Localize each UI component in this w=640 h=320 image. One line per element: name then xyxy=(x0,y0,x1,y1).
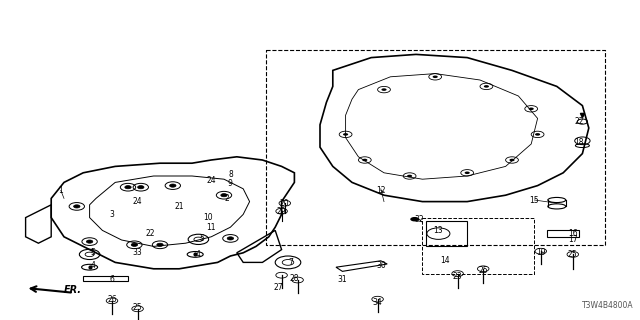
Circle shape xyxy=(484,85,489,88)
Text: 34: 34 xyxy=(372,298,383,307)
Text: 4: 4 xyxy=(196,250,201,259)
Text: 25: 25 xyxy=(568,250,578,259)
Circle shape xyxy=(362,159,367,161)
Text: 26: 26 xyxy=(107,295,117,304)
Text: 6: 6 xyxy=(109,276,115,284)
Text: 11: 11 xyxy=(207,223,216,232)
Text: 31: 31 xyxy=(337,276,348,284)
Text: FR.: FR. xyxy=(64,284,82,295)
Text: 18: 18 xyxy=(575,138,584,147)
Circle shape xyxy=(535,133,540,136)
Bar xyxy=(426,221,467,246)
Text: 20: 20 xyxy=(280,199,290,208)
Text: 24: 24 xyxy=(206,176,216,185)
Text: 5: 5 xyxy=(90,248,95,257)
Circle shape xyxy=(407,175,412,177)
Text: 27: 27 xyxy=(273,284,284,292)
Text: 4: 4 xyxy=(90,261,95,270)
Text: 30: 30 xyxy=(376,261,386,270)
Circle shape xyxy=(343,133,348,136)
Circle shape xyxy=(410,217,419,221)
Circle shape xyxy=(529,108,534,110)
Text: 13: 13 xyxy=(433,226,444,235)
Text: 16: 16 xyxy=(568,229,578,238)
Text: 28: 28 xyxy=(290,274,299,283)
Text: 3: 3 xyxy=(109,210,115,219)
Text: 22: 22 xyxy=(146,229,155,238)
Text: 15: 15 xyxy=(529,196,540,204)
Circle shape xyxy=(74,205,80,208)
Circle shape xyxy=(221,194,227,197)
Text: 19: 19 xyxy=(536,248,546,257)
Text: 32: 32 xyxy=(414,215,424,224)
Circle shape xyxy=(131,243,138,246)
Circle shape xyxy=(381,88,387,91)
Circle shape xyxy=(433,76,438,78)
Text: 21: 21 xyxy=(175,202,184,211)
Text: 25: 25 xyxy=(478,266,488,275)
Text: 7: 7 xyxy=(289,258,294,267)
Circle shape xyxy=(465,172,470,174)
Circle shape xyxy=(138,186,144,189)
Text: 2: 2 xyxy=(225,194,230,203)
Circle shape xyxy=(125,186,131,189)
Bar xyxy=(266,50,605,245)
Text: 25: 25 xyxy=(132,303,143,312)
Text: 22: 22 xyxy=(575,117,584,126)
Text: 23: 23 xyxy=(452,272,463,281)
Text: 24: 24 xyxy=(132,197,143,206)
Circle shape xyxy=(170,184,176,187)
Circle shape xyxy=(157,243,163,246)
Text: 9: 9 xyxy=(228,180,233,188)
Text: 33: 33 xyxy=(132,248,143,257)
Text: 5: 5 xyxy=(199,234,204,243)
Bar xyxy=(422,218,534,274)
Text: 17: 17 xyxy=(568,236,578,244)
Text: T3W4B4800A: T3W4B4800A xyxy=(582,301,634,310)
Circle shape xyxy=(227,237,234,240)
Text: 12: 12 xyxy=(376,186,385,195)
Circle shape xyxy=(509,159,515,161)
Circle shape xyxy=(86,240,93,243)
Text: 1: 1 xyxy=(58,186,63,195)
Text: 29: 29 xyxy=(276,207,287,216)
Text: 14: 14 xyxy=(440,256,450,265)
Text: 8: 8 xyxy=(228,170,233,179)
Text: 10: 10 xyxy=(203,213,213,222)
